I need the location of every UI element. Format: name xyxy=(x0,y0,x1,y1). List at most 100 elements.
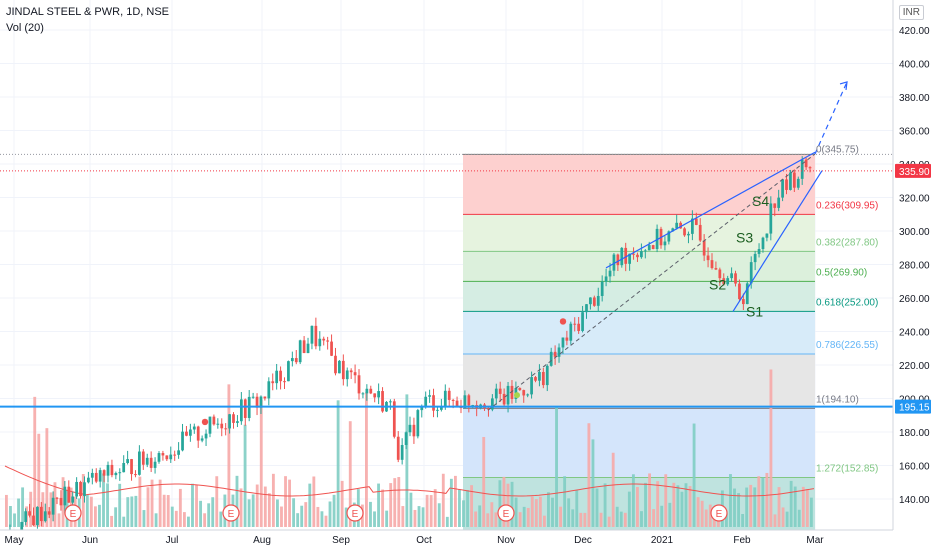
volume-bar xyxy=(534,499,538,527)
candle-body xyxy=(157,453,161,462)
fib-retracement[interactable] xyxy=(463,153,815,530)
candle-body xyxy=(267,381,271,399)
volume-bar xyxy=(215,476,219,527)
candle-body xyxy=(185,431,188,436)
volume-bar xyxy=(227,384,231,527)
price-axis[interactable]: 420.00400.00380.00360.00340.00320.00300.… xyxy=(892,0,932,550)
candle-body xyxy=(232,414,235,423)
volume-bar xyxy=(13,513,16,527)
volume-bar xyxy=(61,477,65,527)
candle-body xyxy=(738,283,741,300)
candle-body xyxy=(561,337,565,348)
earnings-marker[interactable] xyxy=(346,504,364,522)
volume-bar xyxy=(741,514,745,527)
volume-bar xyxy=(753,487,757,527)
candle-body xyxy=(718,269,722,279)
upper-channel-line xyxy=(605,151,816,269)
volume-bar xyxy=(166,495,170,527)
volume-bar xyxy=(138,476,142,527)
candle-body xyxy=(714,268,718,270)
fib-level-label: 0.236(309.95) xyxy=(816,200,878,211)
currency-button[interactable]: INR xyxy=(898,5,924,20)
volume-bar xyxy=(134,495,138,527)
candle-body xyxy=(753,253,757,263)
candle-body xyxy=(632,253,635,255)
volume-bar xyxy=(182,512,186,527)
projection-arrow-head xyxy=(839,81,848,90)
candle-body xyxy=(165,455,169,460)
candle-body xyxy=(130,459,133,475)
volume-bar xyxy=(158,479,162,527)
candle-body xyxy=(451,399,455,401)
volume-bar xyxy=(640,511,643,527)
time-axis-background xyxy=(0,530,932,550)
volume-bar xyxy=(199,500,203,527)
volume-bar xyxy=(765,472,769,527)
trend-drawings[interactable]: S1 S2 S3 S4 xyxy=(0,81,893,426)
candle-body xyxy=(334,355,337,374)
candle-body xyxy=(691,218,694,234)
candle-body xyxy=(192,426,196,430)
candle-body xyxy=(263,396,267,399)
candle-body xyxy=(785,179,788,190)
candle-body xyxy=(553,351,557,357)
candle-body xyxy=(373,393,377,398)
volume-bar xyxy=(684,483,688,527)
candle-body xyxy=(710,260,714,269)
candle-body xyxy=(687,233,690,236)
volume-bar xyxy=(704,509,708,527)
volume-bar xyxy=(191,483,194,527)
candle-body xyxy=(145,457,149,465)
candle-body xyxy=(487,408,490,410)
candle-body xyxy=(722,278,726,285)
volume-bar xyxy=(377,483,380,527)
earnings-marker[interactable] xyxy=(710,504,728,522)
earnings-marker[interactable] xyxy=(222,504,240,522)
candle-body xyxy=(122,463,126,473)
volume-indicator-label: Vol (20) xyxy=(6,22,44,34)
volume-bar xyxy=(522,506,526,527)
candle-body xyxy=(290,358,294,362)
volume-bar xyxy=(648,473,651,527)
time-axis[interactable]: May Jun Jul Aug Sep Oct Nov Dec 2021 Feb Mar xyxy=(0,529,932,550)
candle-body xyxy=(200,438,204,441)
earnings-marker[interactable] xyxy=(497,504,515,522)
candle-body xyxy=(804,159,808,168)
candle-body xyxy=(796,178,800,188)
volume-bar xyxy=(797,509,801,527)
candle-body xyxy=(259,396,263,408)
volume-bar xyxy=(660,505,664,527)
candle-body xyxy=(600,281,604,296)
time-tick-label: Jun xyxy=(82,535,98,546)
volume-bar xyxy=(373,511,376,527)
candle-body xyxy=(589,297,592,305)
volume-bar xyxy=(174,510,178,527)
candle-body xyxy=(63,486,67,506)
candle-body xyxy=(341,360,345,380)
candle-body xyxy=(463,395,467,409)
fib-zone xyxy=(463,408,815,478)
candle-body xyxy=(420,406,424,411)
volume-bar xyxy=(733,488,736,527)
volume-bar xyxy=(85,494,89,527)
earnings-marker[interactable] xyxy=(64,504,82,522)
volume-bar xyxy=(130,496,134,527)
volume-bar xyxy=(761,477,765,527)
time-tick-label: Nov xyxy=(497,535,515,546)
volume-bar xyxy=(466,490,469,527)
volume-bar xyxy=(725,513,728,527)
volume-bar xyxy=(49,492,53,527)
candle-body xyxy=(757,249,761,254)
time-tick-label: Aug xyxy=(253,535,271,546)
candle-body xyxy=(541,371,545,386)
volume-bar xyxy=(389,483,393,527)
candle-body xyxy=(28,511,31,516)
earnings-marker-label: E xyxy=(352,509,359,520)
time-tick-label: Sep xyxy=(332,535,350,546)
candle-body xyxy=(106,464,110,476)
candle-body xyxy=(67,486,71,503)
volume-bar xyxy=(449,478,453,527)
dividend-dot xyxy=(559,318,567,325)
